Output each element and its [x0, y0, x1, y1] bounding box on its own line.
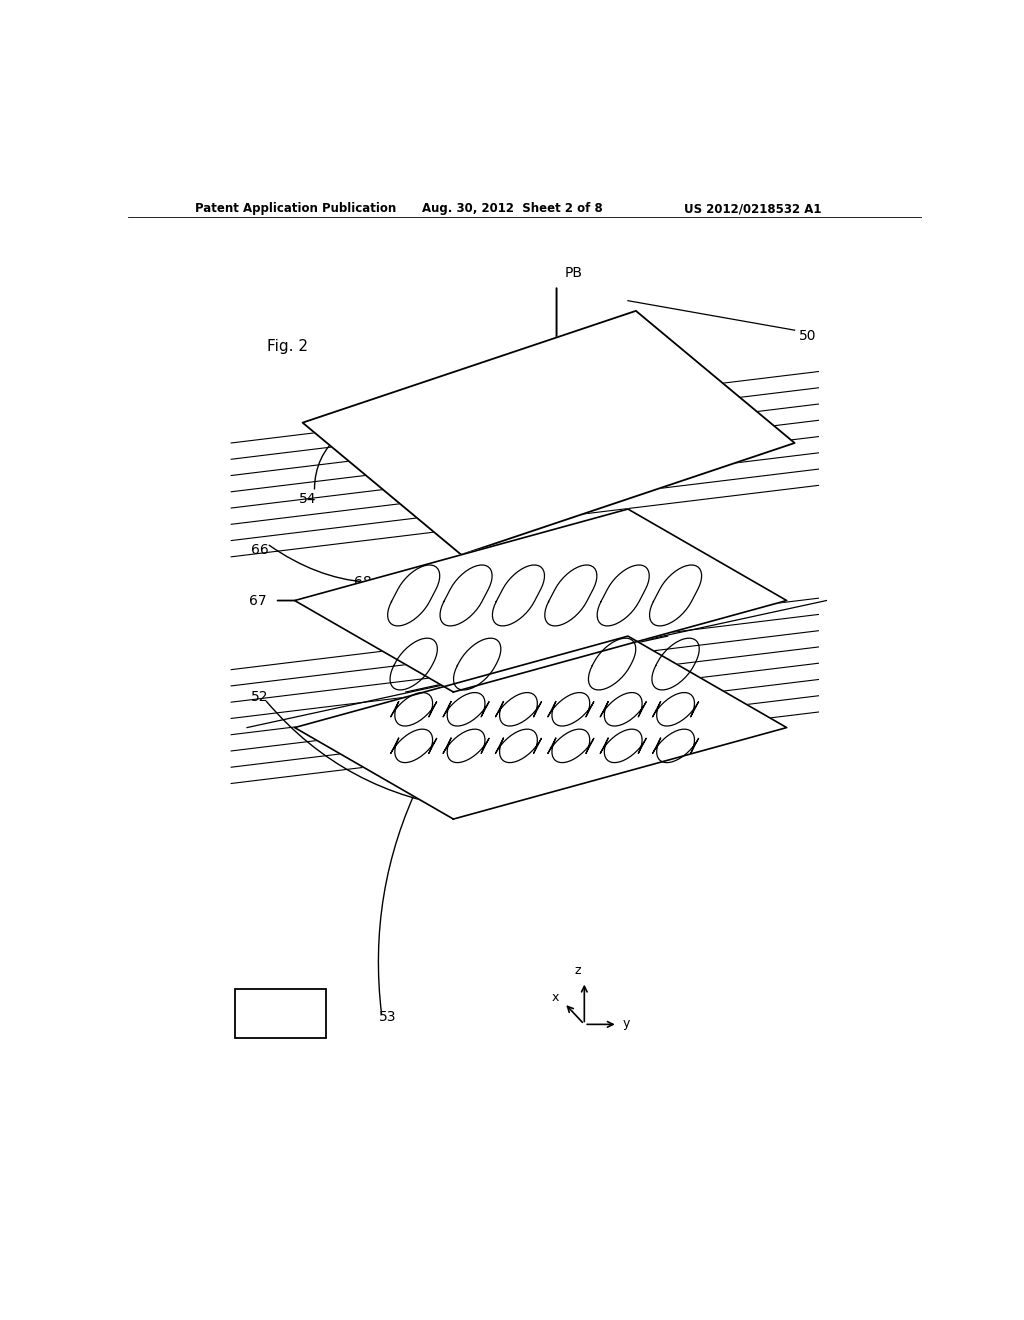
Text: 53: 53	[379, 1010, 396, 1024]
Text: 54: 54	[299, 492, 316, 506]
Text: x: x	[551, 991, 559, 1005]
Text: 50: 50	[799, 329, 816, 343]
Text: PB: PB	[564, 267, 583, 280]
Polygon shape	[303, 312, 795, 554]
Polygon shape	[295, 636, 786, 818]
Text: 67: 67	[249, 594, 267, 607]
Text: 52: 52	[251, 690, 268, 704]
Text: Patent Application Publication: Patent Application Publication	[196, 202, 396, 215]
Text: y: y	[623, 1018, 630, 1031]
Text: Aug. 30, 2012  Sheet 2 of 8: Aug. 30, 2012 Sheet 2 of 8	[422, 202, 602, 215]
Text: 66: 66	[251, 543, 268, 557]
Text: 68: 68	[354, 576, 372, 589]
Polygon shape	[295, 510, 786, 692]
Text: Fig. 2: Fig. 2	[267, 339, 308, 354]
Bar	[236, 989, 327, 1038]
Text: 80: 80	[271, 1006, 289, 1020]
Text: z: z	[574, 964, 582, 977]
Text: US 2012/0218532 A1: US 2012/0218532 A1	[684, 202, 821, 215]
